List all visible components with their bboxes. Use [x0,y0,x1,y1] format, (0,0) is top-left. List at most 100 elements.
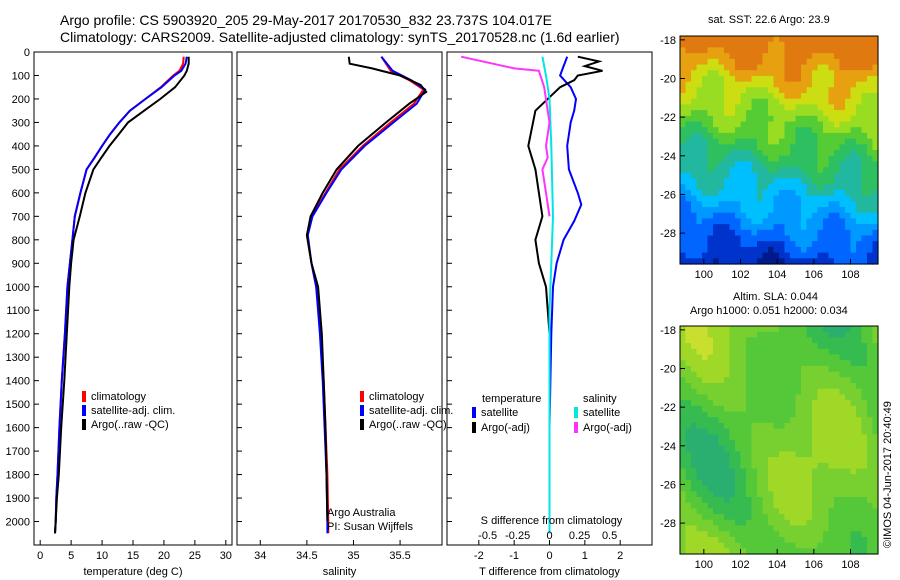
map-cell [768,474,775,481]
map-cell [762,212,769,219]
map-cell [768,371,775,378]
map-cell [801,428,808,435]
map-cell [812,36,819,43]
x-tick-label-salinity: 35.5 [389,550,410,562]
x-tick-label-differences: 0 [546,550,552,562]
map-cell [746,161,753,168]
map-cell [757,87,764,94]
map-cell [795,229,802,237]
map-cell [790,451,797,458]
map-cell [729,468,736,475]
map-cell [746,502,753,509]
map-cell [762,525,769,532]
map-cell [812,485,819,492]
map-cell [790,394,797,401]
map-cell [773,400,780,407]
map-cell [680,348,687,356]
map-cell [773,434,780,441]
map-cell [834,110,841,117]
map-cell [834,127,841,134]
map-cell [872,388,879,395]
map-cell [713,337,720,344]
map-cell [801,548,808,555]
map-cell [751,519,758,527]
map-cell [773,36,780,43]
map-cell [856,201,863,208]
map-cell [751,195,758,202]
map-cell [713,519,720,527]
y-tick-label: 600 [12,188,30,200]
map-cell [812,150,819,157]
map-cell [757,525,764,532]
map-cell [773,138,780,145]
map-cell [740,508,747,515]
map-cell [801,161,808,168]
map-cell [784,87,791,94]
map-cell [795,331,802,338]
map-cell [691,41,698,48]
map-cell [680,155,687,162]
map-cell [850,41,857,48]
map-cell [861,58,868,66]
map-cell [779,383,786,390]
map-cell [768,75,775,83]
map-cell [696,457,703,464]
map-cell [718,411,725,418]
map-cell [696,474,703,481]
map-cell [828,195,835,202]
map-cell [850,354,857,361]
map-cell [685,536,692,544]
map-cell [834,348,841,356]
map-cell [856,47,863,54]
map-cell [724,167,731,174]
map-cell [812,229,819,237]
map-cell [768,189,775,197]
map-cell [861,110,868,117]
map-cell [828,536,835,544]
map-cell [806,172,813,180]
map-cell [779,155,786,162]
map-cell [729,98,736,105]
map-cell [784,542,791,549]
map-cell [795,457,802,464]
map-cell [746,155,753,162]
map-cell [735,47,742,54]
map-cell [839,514,846,521]
map-cell [823,93,830,100]
map-cell [740,411,747,418]
map-cell [702,519,709,527]
map-cell [839,451,846,458]
map-cell [845,531,852,538]
map-cell [768,132,775,140]
map-cell [740,536,747,544]
map-cell [795,485,802,492]
map-cell [680,411,687,418]
map-cell [740,144,747,151]
map-cell [828,377,835,384]
map-cell [795,371,802,378]
map-cell [779,337,786,344]
map-cell [691,525,698,532]
map-cell [724,428,731,435]
map-cell [850,212,857,219]
map-cell [735,201,742,208]
map-cell [812,241,819,248]
map-cell [839,115,846,123]
map-cell [680,70,687,77]
map-cell [751,127,758,134]
map-cell [680,172,687,180]
map-cell [707,508,714,515]
map-cell [834,235,841,242]
map-cell [784,468,791,475]
map-cell [762,462,769,470]
legend-label: climatology [369,391,425,403]
map-cell [790,184,797,191]
map-cell [707,172,714,180]
map-y-tick-label: -28 [660,518,676,530]
map-cell [784,144,791,151]
map-cell [680,75,687,83]
map-cell [729,81,736,88]
map-cell [746,445,753,452]
map-cell [696,93,703,100]
map-cell [740,58,747,66]
